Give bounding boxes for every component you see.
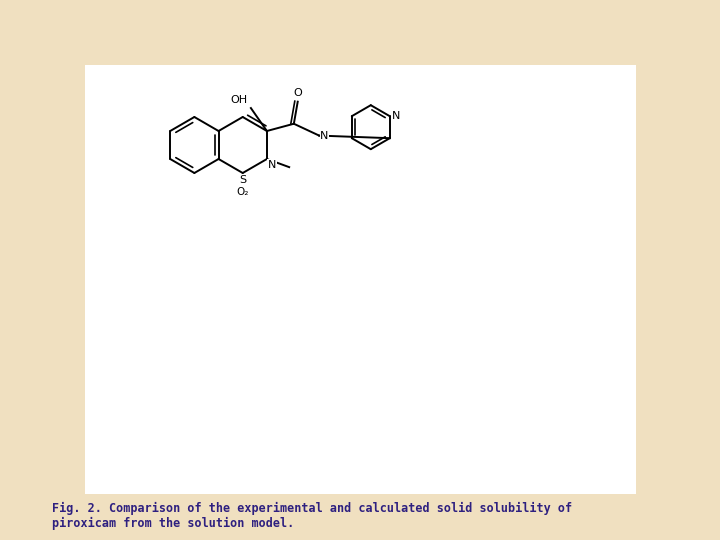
Text: O₂: O₂ xyxy=(237,187,249,197)
Text: OH: OH xyxy=(231,95,248,105)
Text: N: N xyxy=(392,111,400,121)
Text: O: O xyxy=(293,87,302,98)
Text: N: N xyxy=(320,131,328,140)
Bar xyxy=(85,65,636,494)
Text: Fig. 2. Comparison of the experimental and calculated solid solubility of: Fig. 2. Comparison of the experimental a… xyxy=(52,502,572,515)
Text: S: S xyxy=(239,175,246,185)
Text: N: N xyxy=(268,160,276,170)
Text: piroxicam from the solution model.: piroxicam from the solution model. xyxy=(52,517,294,530)
